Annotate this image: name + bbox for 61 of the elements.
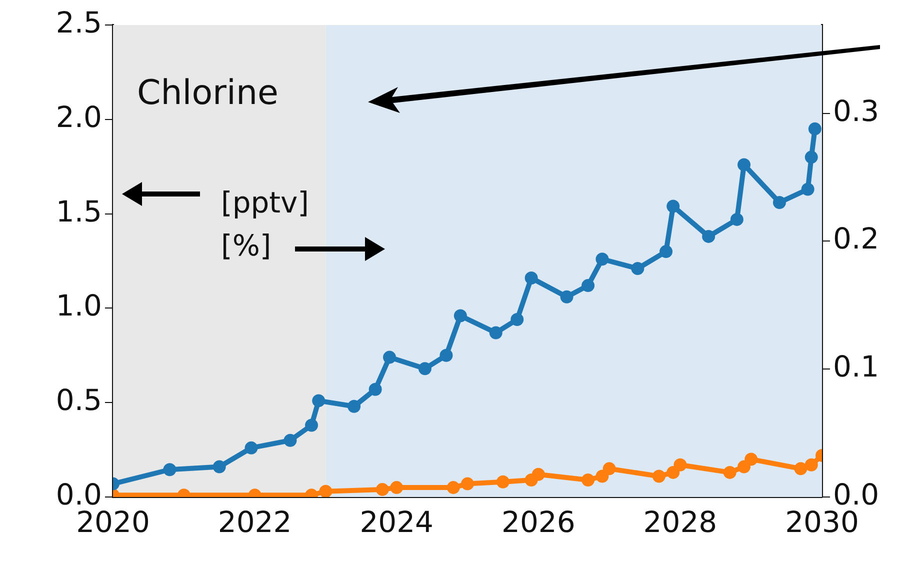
point: [446, 481, 460, 494]
point: [440, 348, 453, 362]
x-tick-label: 2028: [643, 504, 718, 539]
point: [244, 441, 258, 454]
point: [212, 460, 226, 474]
x-tick-label: 2022: [218, 504, 292, 539]
point: [582, 474, 595, 487]
point: [489, 326, 502, 340]
y2-tick-label: 0.1: [833, 350, 880, 384]
point: [804, 458, 818, 472]
point: [738, 158, 751, 172]
point: [532, 468, 545, 481]
point: [744, 452, 758, 466]
point: [652, 470, 666, 483]
point: [418, 362, 432, 376]
point: [312, 394, 326, 408]
point: [163, 463, 176, 476]
point: [383, 350, 396, 364]
y-tick-label: 0.5: [56, 383, 102, 418]
point: [348, 400, 361, 413]
point: [794, 462, 808, 476]
point: [461, 477, 474, 490]
annotation: [pptv]: [221, 186, 309, 220]
point: [582, 279, 595, 292]
annotation: Chlorine: [137, 72, 278, 113]
x-tick-label: 2024: [360, 504, 434, 539]
point: [510, 313, 524, 326]
y-tick-label: 2.5: [56, 6, 102, 40]
y2-tick-label: 0.2: [833, 222, 880, 256]
point: [660, 245, 673, 258]
point: [284, 434, 297, 447]
y-tick-label: 2.0: [56, 100, 102, 134]
x-tick-label: 2026: [501, 504, 576, 539]
point: [602, 462, 616, 476]
point: [772, 196, 786, 209]
point: [524, 271, 538, 284]
point: [674, 458, 687, 472]
point: [305, 418, 318, 432]
annotation: [%]: [221, 228, 272, 263]
point: [738, 460, 751, 474]
point: [730, 212, 744, 226]
point: [702, 230, 716, 243]
y2-tick-label: 0.3: [833, 94, 880, 128]
point: [596, 252, 609, 266]
point: [801, 182, 814, 196]
point: [808, 122, 822, 136]
point: [454, 309, 467, 322]
point: [666, 466, 680, 479]
point: [723, 466, 736, 479]
point: [376, 482, 389, 496]
point: [390, 481, 404, 494]
point: [804, 150, 818, 164]
point: [666, 200, 680, 213]
point: [596, 470, 609, 483]
y-tick-label: 1.5: [56, 194, 102, 228]
point: [368, 382, 382, 396]
point: [560, 290, 574, 304]
point: [631, 262, 644, 276]
point: [496, 475, 510, 488]
point: [319, 484, 332, 497]
y-tick-label: 1.0: [56, 288, 102, 323]
